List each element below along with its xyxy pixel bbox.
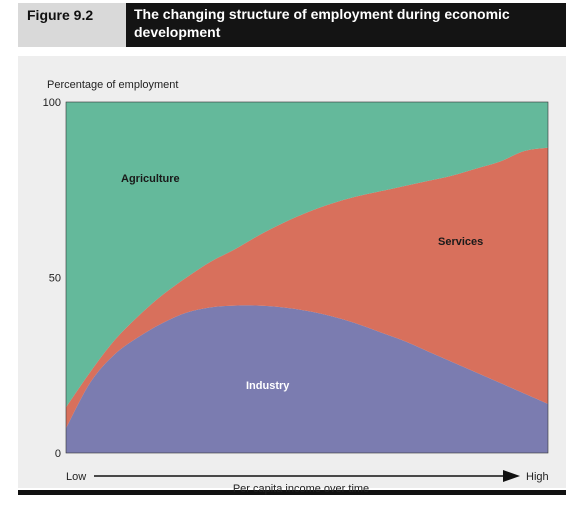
x-axis-arrow-head (503, 470, 520, 482)
series-label-services: Services (438, 236, 483, 248)
figure-label-box: Figure 9.2 (18, 3, 126, 47)
area-services (66, 147, 548, 429)
area-agriculture (66, 102, 548, 408)
area-layers (66, 102, 548, 453)
y-tick-label: 50 (49, 273, 61, 285)
x-axis-start-label: Low (66, 471, 86, 483)
figure-title-box: The changing structure of employment dur… (126, 3, 566, 47)
x-axis-label: Per capita income over time (233, 483, 369, 495)
y-tick-label: 100 (43, 97, 61, 109)
y-tick-label: 0 (55, 448, 61, 460)
bottom-rule (18, 490, 566, 495)
figure-title: The changing structure of employment dur… (134, 6, 510, 40)
series-label-industry: Industry (246, 380, 290, 392)
y-axis-label: Percentage of employment (47, 79, 178, 91)
y-tick-labels: 0 50 100 (43, 97, 61, 460)
x-axis-end-label: High (526, 471, 549, 483)
figure-label: Figure 9.2 (27, 7, 94, 23)
plot-frame (65, 101, 549, 454)
area-industry (66, 305, 548, 453)
figure-header: Figure 9.2 The changing structure of emp… (0, 0, 583, 50)
series-label-agriculture: Agriculture (121, 173, 180, 185)
